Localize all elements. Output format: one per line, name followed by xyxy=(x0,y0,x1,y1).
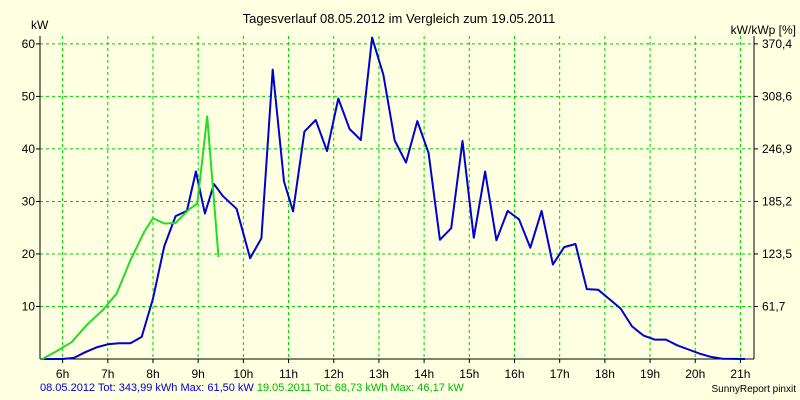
y-tick-label-right: 185,2 xyxy=(762,194,792,208)
x-tick-label: 17h xyxy=(550,367,570,381)
y-tick-label-right: 370,4 xyxy=(762,37,792,51)
y-tick-label-left: 60 xyxy=(22,37,36,51)
x-tick-label: 13h xyxy=(369,367,389,381)
y-axis-label-right: kW/kWp [%] xyxy=(731,23,796,37)
x-tick-label: 16h xyxy=(504,367,524,381)
grid xyxy=(40,36,754,359)
y-tick-label-right: 246,9 xyxy=(762,142,792,156)
credit-text: SunnyReport pinxit xyxy=(711,384,797,395)
y-tick-label-left: 30 xyxy=(22,194,36,208)
y-tick-label-left: 40 xyxy=(22,142,36,156)
x-tick-label: 12h xyxy=(324,367,344,381)
y-tick-label-left: 50 xyxy=(22,89,36,103)
x-tick-label: 9h xyxy=(191,367,204,381)
series-line-19-05-2011 xyxy=(41,115,220,360)
x-tick-label: 10h xyxy=(233,367,253,381)
y-tick-label-right: 308,6 xyxy=(762,89,792,103)
x-tick-label: 18h xyxy=(595,367,615,381)
x-tick-label: 11h xyxy=(279,367,298,381)
axes xyxy=(36,36,758,363)
legend-series-2011: 19.05.2011 Tot: 68,73 kWh Max: 46,17 kW xyxy=(256,382,464,394)
x-tick-label: 6h xyxy=(56,367,69,381)
legend-series-2012: 08.05.2012 Tot: 343,99 kWh Max: 61,50 kW xyxy=(40,382,254,394)
x-tick-label: 20h xyxy=(685,367,705,381)
x-tick-label: 15h xyxy=(459,367,479,381)
plot-background xyxy=(40,36,754,359)
plot-area xyxy=(40,36,754,359)
x-tick-label: 8h xyxy=(146,367,159,381)
x-tick-label: 21h xyxy=(730,367,750,381)
series xyxy=(41,36,746,360)
x-tick-label: 7h xyxy=(101,367,114,381)
y-tick-label-right: 123,5 xyxy=(762,247,792,261)
y-tick-label-left: 10 xyxy=(22,299,36,313)
chart-title: Tagesverlauf 08.05.2012 im Vergleich zum… xyxy=(243,11,556,26)
series-line-08-05-2012 xyxy=(42,36,746,360)
x-tick-label: 19h xyxy=(640,367,660,381)
y-tick-label-left: 20 xyxy=(22,247,36,261)
y-axis-label-left: kW xyxy=(31,18,49,32)
tick-labels: 10 20 30 40 50 60 61,7 123,5 185,2 246,9 308,6 370,… xyxy=(22,37,793,381)
x-tick-label: 14h xyxy=(414,367,434,381)
y-tick-label-right: 61,7 xyxy=(762,299,786,313)
legend-footer: 08.05.2012 Tot: 343,99 kWh Max: 61,50 kW… xyxy=(40,381,464,395)
